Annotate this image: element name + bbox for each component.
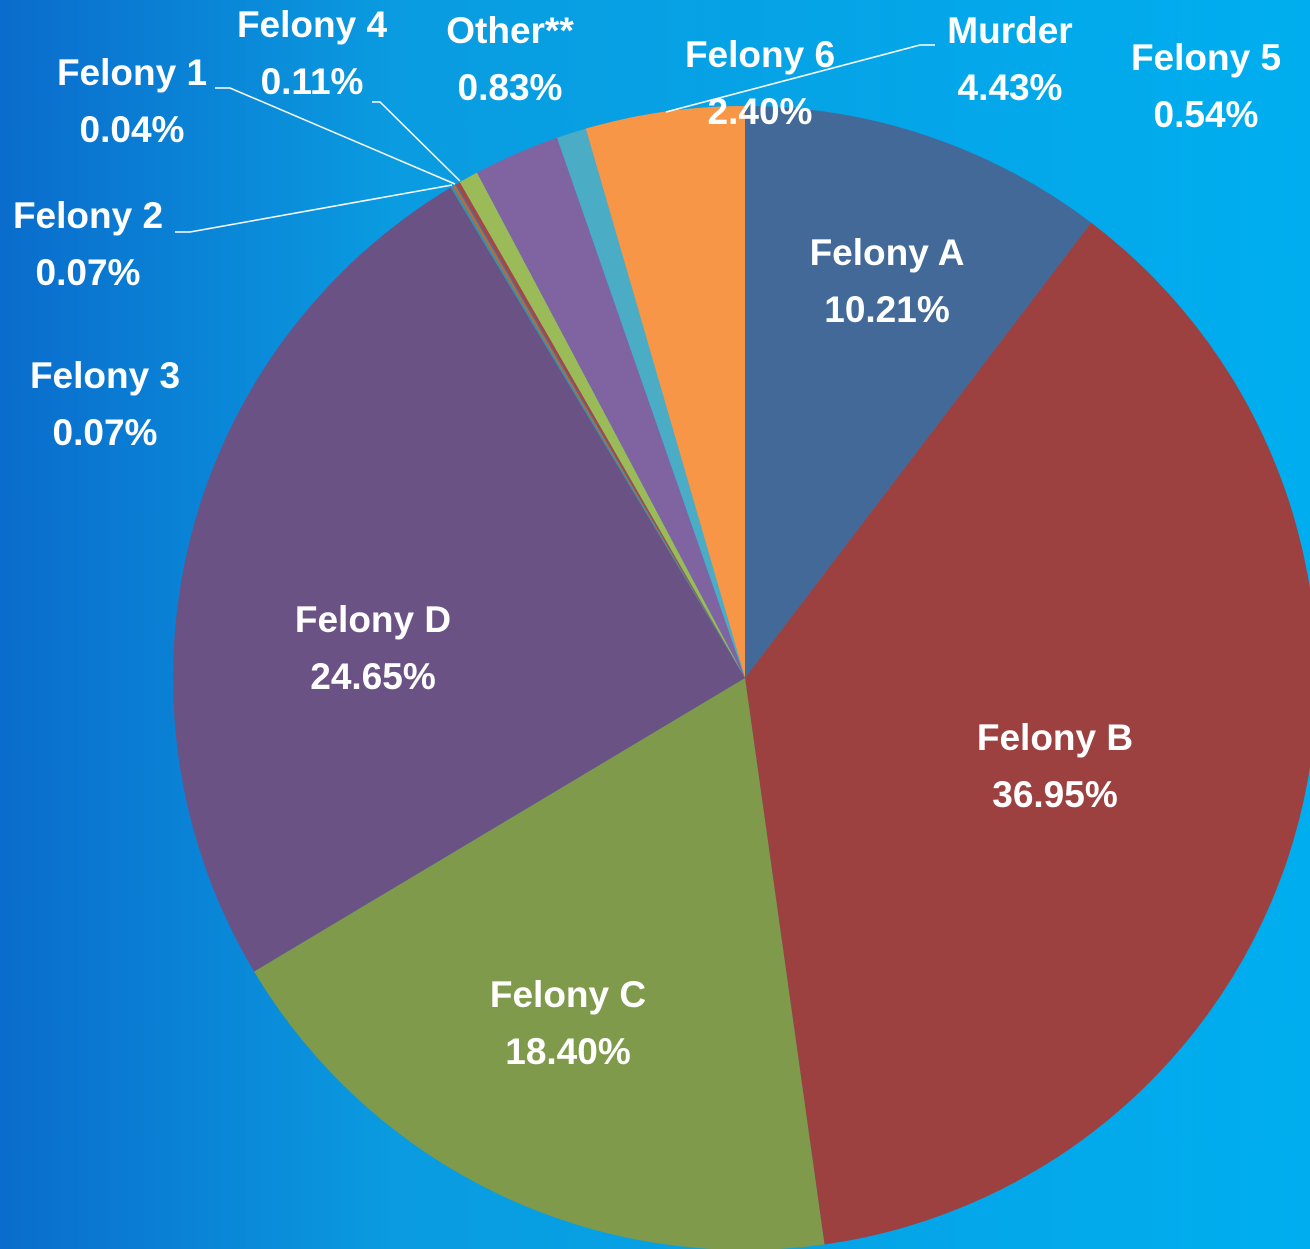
value-label: 36.95% [992, 774, 1118, 815]
leader-line [372, 101, 461, 182]
value-label: 0.07% [36, 252, 141, 293]
pie-slice [745, 222, 1310, 1245]
value-label: 2.40% [708, 91, 813, 132]
pie [172, 106, 1310, 1249]
value-label: 0.11% [261, 61, 364, 102]
category-label: Felony 1 [57, 52, 207, 93]
category-label: Felony 3 [30, 355, 180, 396]
pie-slice [254, 678, 825, 1249]
pie-slice [452, 184, 745, 678]
value-label: 0.83% [458, 67, 563, 108]
value-label: 0.04% [80, 109, 185, 150]
value-label: 18.40% [505, 1031, 631, 1072]
leader-line [215, 87, 456, 185]
pie-slice [476, 137, 745, 679]
pie-slice [455, 184, 745, 678]
category-label: Felony C [490, 974, 646, 1015]
leader-lines [175, 44, 935, 233]
pie-slice [585, 106, 745, 678]
category-label: Felony D [295, 599, 451, 640]
category-label: Other** [446, 10, 574, 51]
pie-slice [557, 128, 745, 678]
data-labels: Felony A 10.21% Felony B 36.95% Felony C 18.4… [13, 4, 1281, 1072]
leader-line [665, 44, 935, 113]
value-label: 0.54% [1154, 94, 1259, 135]
value-label: 0.07% [53, 412, 158, 453]
leader-line [175, 184, 453, 233]
pie-slice [459, 172, 745, 678]
value-label: 24.65% [310, 656, 436, 697]
category-label: Felony B [977, 717, 1133, 758]
category-label: Felony A [810, 232, 965, 273]
value-label: 10.21% [824, 289, 950, 330]
pie-slice [450, 186, 745, 678]
pie-slice [456, 182, 745, 678]
category-label: Felony 4 [237, 4, 388, 45]
category-label: Felony 5 [1131, 37, 1281, 78]
pie-slice [745, 106, 1092, 678]
pie-slice [172, 187, 746, 972]
category-label: Felony 2 [13, 195, 163, 236]
value-label: 4.43% [958, 67, 1063, 108]
category-label: Murder [947, 10, 1072, 51]
category-label: Felony 6 [685, 34, 835, 75]
